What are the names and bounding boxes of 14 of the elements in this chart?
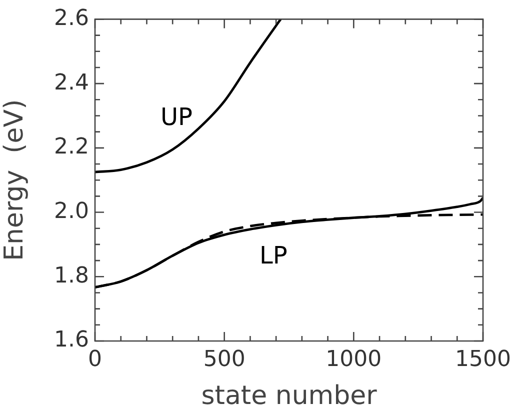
y-axis-title: Energy (eV) [0, 99, 30, 261]
y-tick-label: 2.0 [54, 199, 89, 224]
annotation: UP [160, 103, 193, 132]
y-tick-label: 2.4 [54, 70, 89, 96]
y-tick-label: 1.6 [54, 328, 89, 353]
x-tick-label: 0 [88, 346, 102, 372]
x-tick-label: 500 [203, 346, 246, 372]
y-tick-label: 2.6 [54, 6, 89, 31]
y-tick-label: 2.2 [54, 134, 89, 160]
annotation: LP [260, 242, 288, 270]
x-axis-title: state number [201, 381, 378, 412]
x-tick-label: 1000 [326, 346, 382, 372]
x-tick-label: 1500 [455, 346, 512, 372]
y-tick-label: 1.8 [54, 263, 89, 288]
